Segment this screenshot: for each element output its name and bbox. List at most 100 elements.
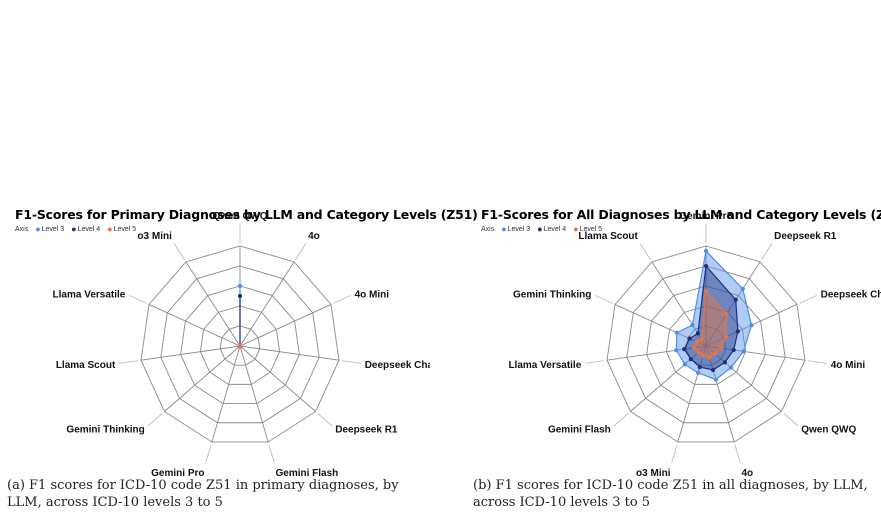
grid-ring [646,285,766,405]
label-leader [147,413,163,427]
axis-label-llama-scout: Llama Scout [578,231,638,242]
point-level-5-o3-mini [701,353,706,358]
chart-panel-primary: F1-Scores for Primary Diagnoses by LLM a… [10,200,478,520]
point-level-4-gemini-pro [703,263,709,269]
figure-caption-b: (b) F1 scores for ICD-10 code Z51 in all… [473,478,868,510]
point-level-4-qwen-qwq [722,360,727,365]
axis-label-gemini-flash: Gemini Flash [275,468,338,479]
point-level-4-gemini-flash [688,356,693,362]
label-leader [173,243,185,260]
point-level-3-o3-mini [696,370,701,375]
point-level-3-gemini-thinking [674,330,679,335]
legend-label: Level 4 [77,226,101,233]
axis-label-gemini-flash: Gemini Flash [548,425,611,436]
label-leader [268,444,275,464]
axis-label-llama-versatile: Llama Versatile [53,290,126,301]
grid-spoke [239,304,332,347]
radar-chart-all: Gemini Pro Deepseek R1 Deepseek Chat 4o Min… [508,211,881,479]
label-leader [317,413,333,427]
chart-legend: Axis ●Level 3 ●Level 4 ●Level 5 [481,224,607,234]
axis-label-4o-mini: 4o Mini [355,290,390,301]
point-level-4-llama-scout [695,331,700,336]
label-leader [295,243,307,260]
axis-label-deepseek-chat: Deepseek Chat [365,360,430,371]
point-level-4-gemini-thinking [687,336,692,341]
grid-ring [180,285,300,405]
point-level-5-deepseek-r1 [724,311,729,317]
label-leader [734,444,741,464]
point-level-5-deepseek-chat [723,334,729,339]
grid-spoke [239,345,269,443]
axis-label-gemini-pro: Gemini Pro [151,468,204,479]
legend-label: Level 5 [113,226,137,233]
axis-label-deepseek-r1: Deepseek R1 [335,425,398,436]
label-leader [119,360,139,364]
point-level-3-qwen-qwq [237,283,243,289]
legend-item-level-4: ●Level 4 [537,224,567,234]
legend-item-level-4: ●Level 4 [71,224,101,234]
grid-spoke [185,261,241,347]
legend-item-level-3: ●Level 3 [501,224,531,234]
point-level-3-4o-mini [741,349,746,354]
grid-spoke [705,261,761,347]
legend-label: Level 3 [507,226,531,233]
label-leader [783,413,799,427]
chart-title: F1-Scores for Primary Diagnoses by LLM a… [15,207,478,222]
legend-item-level-5: ●Level 5 [573,224,603,234]
axis-label-llama-versatile: Llama Versatile [508,360,581,371]
point-level-3-deepseek-chat [749,323,754,328]
legend-label: Level 3 [41,226,65,233]
grid-ring [606,245,806,443]
axis-label-4o: 4o [741,468,753,479]
point-level-3-gemini-pro [703,248,709,254]
label-leader [585,360,605,364]
figure-caption-a: (a) F1 scores for ICD-10 code Z51 in pri… [7,478,399,510]
chart-title: F1-Scores for All Diagnoses by LLM and C… [481,207,881,222]
label-leader [613,413,629,427]
point-level-3-gemini-flash [682,362,687,367]
point-level-5-qwen-qwq [712,351,718,356]
grid-ring [219,325,261,366]
grid-spoke [677,345,707,443]
label-leader [594,294,613,304]
label-leader [671,444,678,464]
point-level-5-gemini-pro [703,288,709,294]
axis-label-4o: 4o [308,231,320,242]
point-level-4-4o [710,367,716,373]
axis-label-o3-mini: o3 Mini [137,231,172,242]
grid-ring [160,265,320,424]
grid-ring [685,325,727,366]
point-level-5-gemini-thinking [694,339,700,344]
grid-spoke [140,345,241,361]
legend-axis-label: Axis [15,226,29,233]
grid-spoke [148,304,241,347]
point-level-4-deepseek-chat [735,329,740,334]
axis-label-qwen-qwq: Qwen QWQ [213,211,268,222]
label-leader [639,243,651,260]
label-leader [205,444,212,464]
point-level-3-llama-versatile [674,348,679,353]
point-level-4-qwen-qwq [237,293,243,299]
point-level-5-llama-versatile [692,345,697,350]
legend-item-level-5: ●Level 5 [107,224,137,234]
grid-spoke [606,345,707,361]
grid-ring [665,305,747,385]
legend-label: Level 5 [579,226,603,233]
label-leader [761,243,773,260]
label-leader [333,294,352,304]
legend-label: Level 4 [543,226,567,233]
grid-spoke [239,345,340,361]
grid-ring [199,305,281,385]
point-level-5-gemini-flash [696,350,701,355]
grid-ring [626,265,786,424]
axis-label-deepseek-r1: Deepseek R1 [774,231,837,242]
axis-label-4o-mini: 4o Mini [831,360,866,371]
point-level-4-o3-mini [697,365,702,370]
point-level-4-deepseek-r1 [733,297,738,302]
axis-label-qwen-qwq: Qwen QWQ [801,425,856,436]
label-leader [341,360,361,364]
chart-legend: Axis ●Level 3 ●Level 4 ●Level 5 [15,224,141,234]
grid-spoke [705,345,735,443]
grid-spoke [211,345,241,443]
grid-spoke [630,345,707,412]
